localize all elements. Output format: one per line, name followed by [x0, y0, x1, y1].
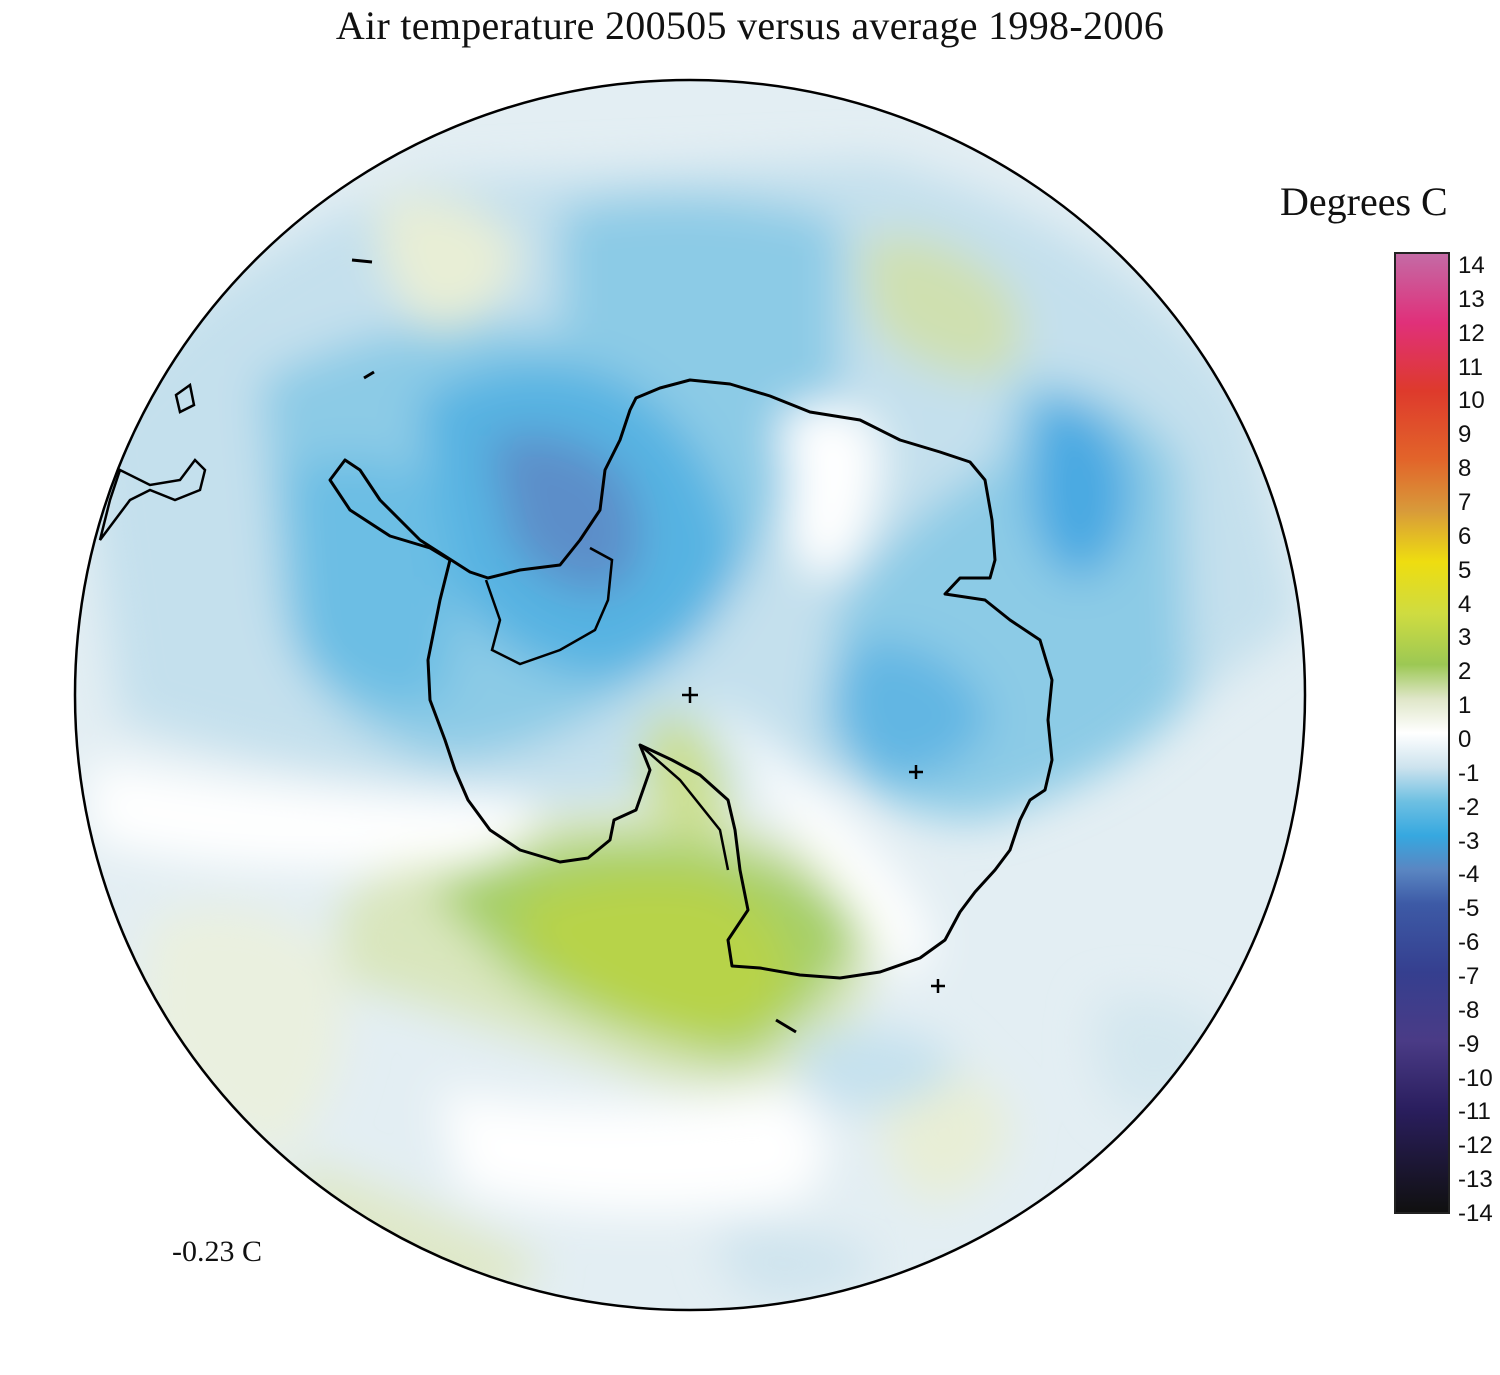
- station-marker: [909, 765, 923, 779]
- colorbar-tick-label: 10: [1458, 387, 1485, 415]
- colorbar-tick-label: 0: [1458, 726, 1472, 753]
- colorbar-tick-label: 5: [1458, 556, 1472, 584]
- colorbar: [1394, 252, 1450, 1214]
- colorbar-tick-label: 4: [1458, 590, 1472, 618]
- colorbar-tick-label: 3: [1458, 624, 1472, 652]
- south-america-tip: [98, 458, 207, 541]
- colorbar-tick-label: -5: [1458, 895, 1480, 923]
- ross-ice-shelf-edge: [639, 744, 730, 871]
- balleny-islands: [775, 1018, 797, 1034]
- colorbar-units-label: Degrees C: [1280, 179, 1448, 224]
- station-marker: [931, 979, 945, 993]
- colorbar-tick-label: -3: [1458, 827, 1480, 855]
- south-orkney: [363, 370, 375, 380]
- colorbar-tick-label: 6: [1458, 522, 1472, 550]
- colorbar-tick-label: -11: [1458, 1098, 1491, 1126]
- colorbar-tick-label: -6: [1458, 929, 1480, 957]
- colorbar-tick-label: 2: [1458, 658, 1472, 686]
- mean-anomaly-label: -0.23 C: [172, 1235, 262, 1268]
- ronne-ice-shelf-edge: [484, 546, 614, 666]
- colorbar-tick-label: -4: [1458, 861, 1480, 889]
- colorbar-tick-label: 1: [1458, 692, 1472, 720]
- colorbar-tick-label: -14: [1458, 1200, 1493, 1227]
- falkland-islands: [174, 382, 196, 414]
- colorbar-tick-label: -8: [1458, 996, 1480, 1024]
- colorbar-tick-label: -13: [1458, 1166, 1493, 1194]
- south-pole-marker: [682, 687, 698, 703]
- colorbar-tick-label: -9: [1458, 1030, 1480, 1058]
- colorbar-tick-label: 13: [1458, 285, 1485, 313]
- colorbar-tick-label: -7: [1458, 963, 1480, 990]
- colorbar-tick-label: -1: [1458, 759, 1480, 787]
- map-boundary-circle: [73, 78, 1307, 1312]
- map-title: Air temperature 200505 versus average 19…: [335, 3, 1165, 48]
- colorbar-tick-label: 7: [1458, 489, 1472, 516]
- colorbar-tick-label: 12: [1458, 319, 1485, 347]
- colorbar-tick-label: 11: [1458, 353, 1483, 381]
- south-georgia: [351, 258, 373, 264]
- colorbar-tick-label: -12: [1458, 1132, 1493, 1160]
- colorbar-tick-label: 8: [1458, 455, 1472, 483]
- colorbar-tick-label: 14: [1458, 252, 1485, 279]
- antarctica-coastline: [328, 378, 1054, 980]
- colorbar-tick-label: -2: [1458, 793, 1480, 821]
- anomaly-field: [75, 80, 1305, 1310]
- colorbar-tick-label: 9: [1458, 421, 1472, 449]
- colorbar-tick-label: -10: [1458, 1064, 1493, 1092]
